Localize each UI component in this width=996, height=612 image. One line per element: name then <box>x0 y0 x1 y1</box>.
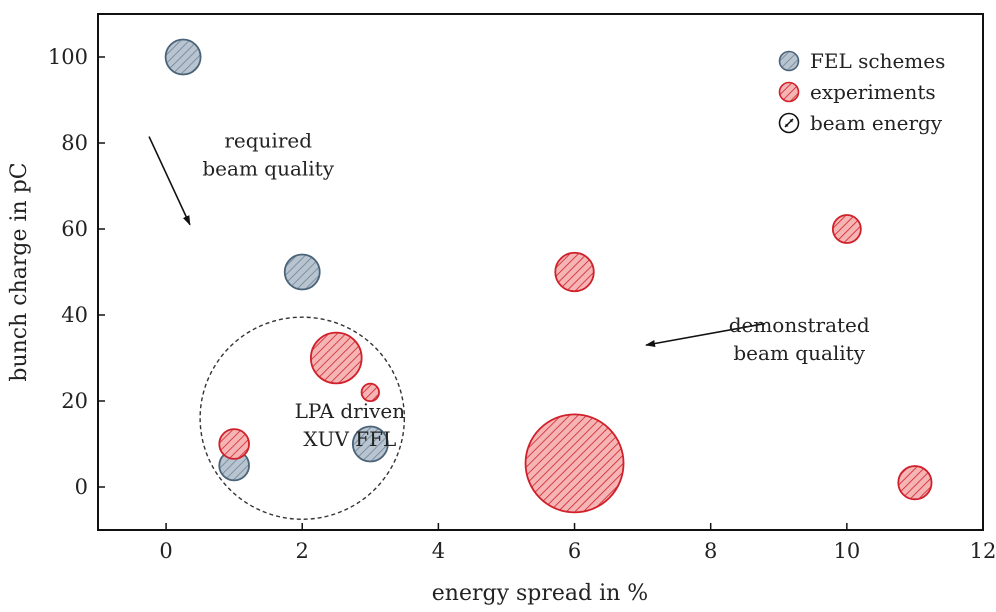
y-tick-label: 40 <box>61 303 88 327</box>
legend-marker-fel-schemes <box>778 50 800 72</box>
experiment-point <box>554 251 595 293</box>
lpa-region-outline <box>199 316 406 520</box>
x-tick-label: 0 <box>159 539 172 563</box>
experiment-point <box>524 413 625 514</box>
x-tick-label: 6 <box>568 539 581 563</box>
y-tick-label: 0 <box>75 475 88 499</box>
points-layer <box>164 38 933 514</box>
x-tick-label: 10 <box>833 539 860 563</box>
annotation-line: LPA driven <box>295 399 406 423</box>
annotation-arrow <box>645 322 766 347</box>
y-tick-label: 60 <box>61 217 88 241</box>
fel-scheme-point <box>351 425 389 463</box>
experiment-point <box>360 382 380 403</box>
y-tick-label: 20 <box>61 389 88 413</box>
plot-frame <box>97 13 984 531</box>
region-layer <box>199 316 406 520</box>
x-tick-label: 12 <box>970 539 996 563</box>
annotation-text: demonstrated beam quality <box>729 313 870 365</box>
experiment-point <box>831 214 862 244</box>
experiment-point <box>897 465 933 501</box>
x-tick-label: 8 <box>704 539 717 563</box>
annotation-line: beam quality <box>202 156 334 180</box>
y-axis-label: bunch charge in pC <box>7 162 32 381</box>
arrows-layer <box>148 136 766 347</box>
fel-scheme-point <box>164 38 202 76</box>
beam-energy-icon <box>778 112 800 134</box>
legend: FEL schemes experiments beam energy <box>778 49 945 135</box>
y-tick-label: 80 <box>61 131 88 155</box>
y-tick-label: 100 <box>48 45 88 69</box>
x-tick-label: 2 <box>296 539 309 563</box>
annotation-line: beam quality <box>733 341 865 365</box>
annotation-line: required <box>224 128 312 152</box>
annotations-layer: required beam quality demonstrated beam qua… <box>202 128 869 451</box>
legend-label-beam-energy: beam energy <box>810 111 943 135</box>
axis-ticks: 0 2 4 6 8 10 12 0 20 40 60 80 100 <box>48 45 996 563</box>
annotation-line: XUV FFL <box>303 427 396 451</box>
x-tick-label: 4 <box>432 539 445 563</box>
annotation-arrow <box>148 136 191 226</box>
x-axis-label: energy spread in % <box>432 581 648 606</box>
experiment-point <box>309 331 363 385</box>
legend-label-fel-schemes: FEL schemes <box>810 49 945 73</box>
annotation-text: LPA driven XUV FFL <box>295 399 406 451</box>
legend-label-experiments: experiments <box>810 80 936 104</box>
fel-scheme-point <box>283 253 321 291</box>
annotation-line: demonstrated <box>729 313 870 337</box>
experiment-point <box>218 428 250 460</box>
legend-marker-experiments <box>778 81 800 103</box>
annotation-text: required beam quality <box>202 128 334 180</box>
